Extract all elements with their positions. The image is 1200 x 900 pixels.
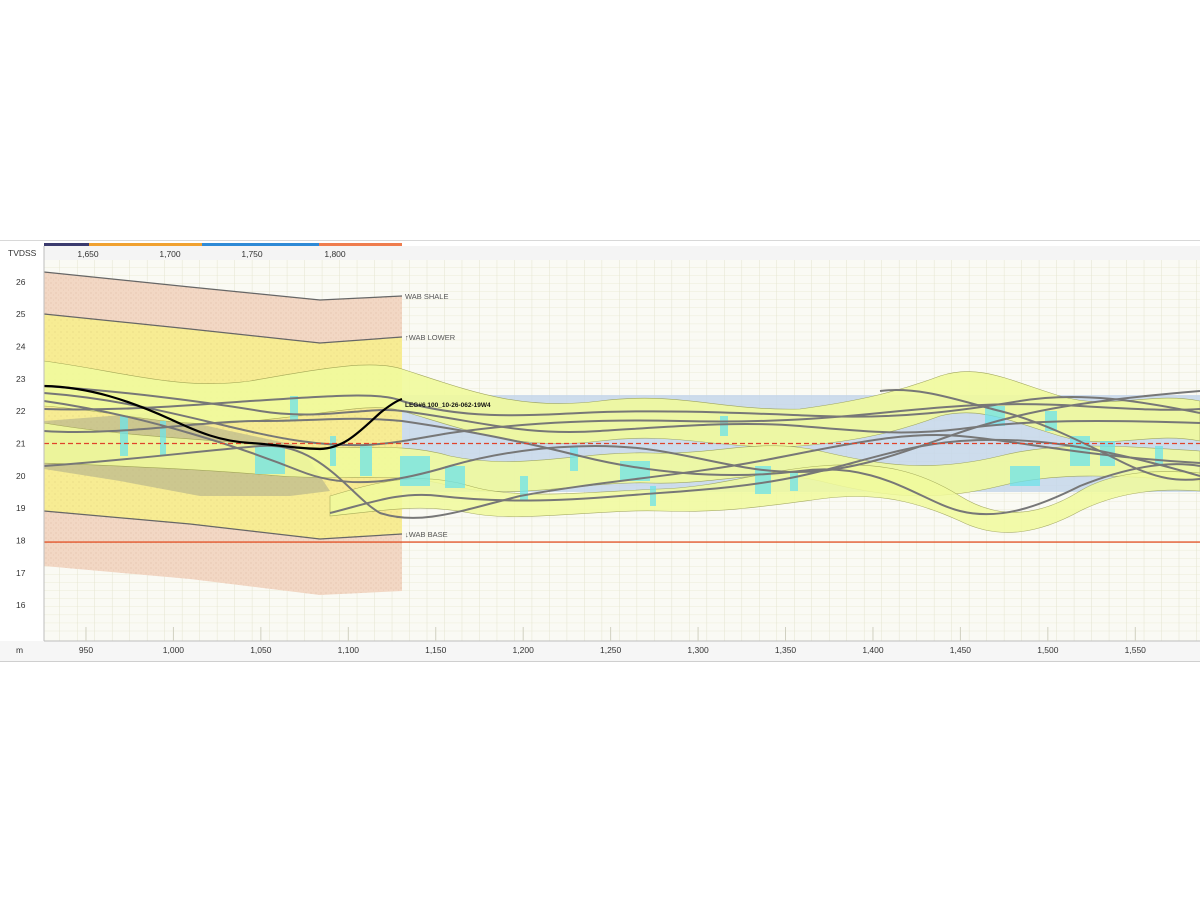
x-tick-label: 1,350 [775,645,797,655]
wab-lower-top-line [43,313,403,344]
bottom-axis-strip [0,641,1200,661]
x-tick-label: 1,300 [687,645,709,655]
wab-base-label: ↓WAB BASE [405,530,448,539]
wab-base-top-line [43,510,403,540]
x-axis-title: m [16,645,23,655]
x-tick-label: 1,000 [163,645,185,655]
x-tick-label: 1,400 [862,645,884,655]
wab-shale-upper-pattern [44,272,402,343]
x-tick-label: 1,100 [338,645,360,655]
top-tick-label: 1,750 [241,249,263,259]
y-tick-label: 16 [16,600,26,610]
y-tick-label: 18 [16,535,26,545]
top-axis-strip [44,246,1200,260]
corridor-lines [43,385,1200,519]
y-tick-label: 19 [16,503,26,513]
y-tick-label: 25 [16,309,26,319]
corridor-lower [329,464,1200,533]
x-tick-label: 950 [79,645,93,655]
wab-lower-label: ↑WAB LOWER [405,333,456,342]
cross-section-panel[interactable]: WAB SHALE ↑WAB LOWER ↓WAB BASE LEG#6 100… [0,240,1200,662]
y-tick-label: 17 [16,568,26,578]
top-tick-label: 1,800 [324,249,346,259]
cross-section-chart[interactable]: WAB SHALE ↑WAB LOWER ↓WAB BASE LEG#6 100… [0,241,1200,661]
y-tick-label: 21 [16,439,26,449]
x-tick-label: 1,500 [1037,645,1059,655]
wab-base-pattern [44,511,402,595]
well-trajectory [43,384,403,451]
y-tick-label: 22 [16,406,26,416]
corridor-upper [43,360,1200,448]
y-tick-label: 20 [16,471,26,481]
top-axis: 1,650 1,700 1,750 1,800 [77,249,346,259]
x-tick-label: 1,550 [1125,645,1147,655]
x-axis: 950 1,000 1,050 1,100 1,150 1,200 1,250 1,300 1,… [79,627,1146,655]
top-color-bar [44,243,402,246]
wab-shale-top-line [43,271,403,301]
top-tick-label: 1,700 [159,249,181,259]
y-axis: 26 25 24 23 22 21 20 19 18 17 16 [16,277,26,610]
top-tick-label: 1,650 [77,249,99,259]
x-tick-label: 1,050 [250,645,272,655]
well-label: LEG#6 100_10-26-062-19W4 [405,402,491,409]
y-tick-label: 24 [16,342,26,352]
left-axis-strip [0,241,44,661]
y-tick-label: 26 [16,277,26,287]
x-tick-label: 1,150 [425,645,447,655]
x-tick-label: 1,250 [600,645,622,655]
x-tick-label: 1,200 [513,645,535,655]
y-tick-label: 23 [16,374,26,384]
y-axis-title: TVDSS [8,248,37,258]
wab-shale-label: WAB SHALE [405,292,448,301]
x-tick-label: 1,450 [950,645,972,655]
